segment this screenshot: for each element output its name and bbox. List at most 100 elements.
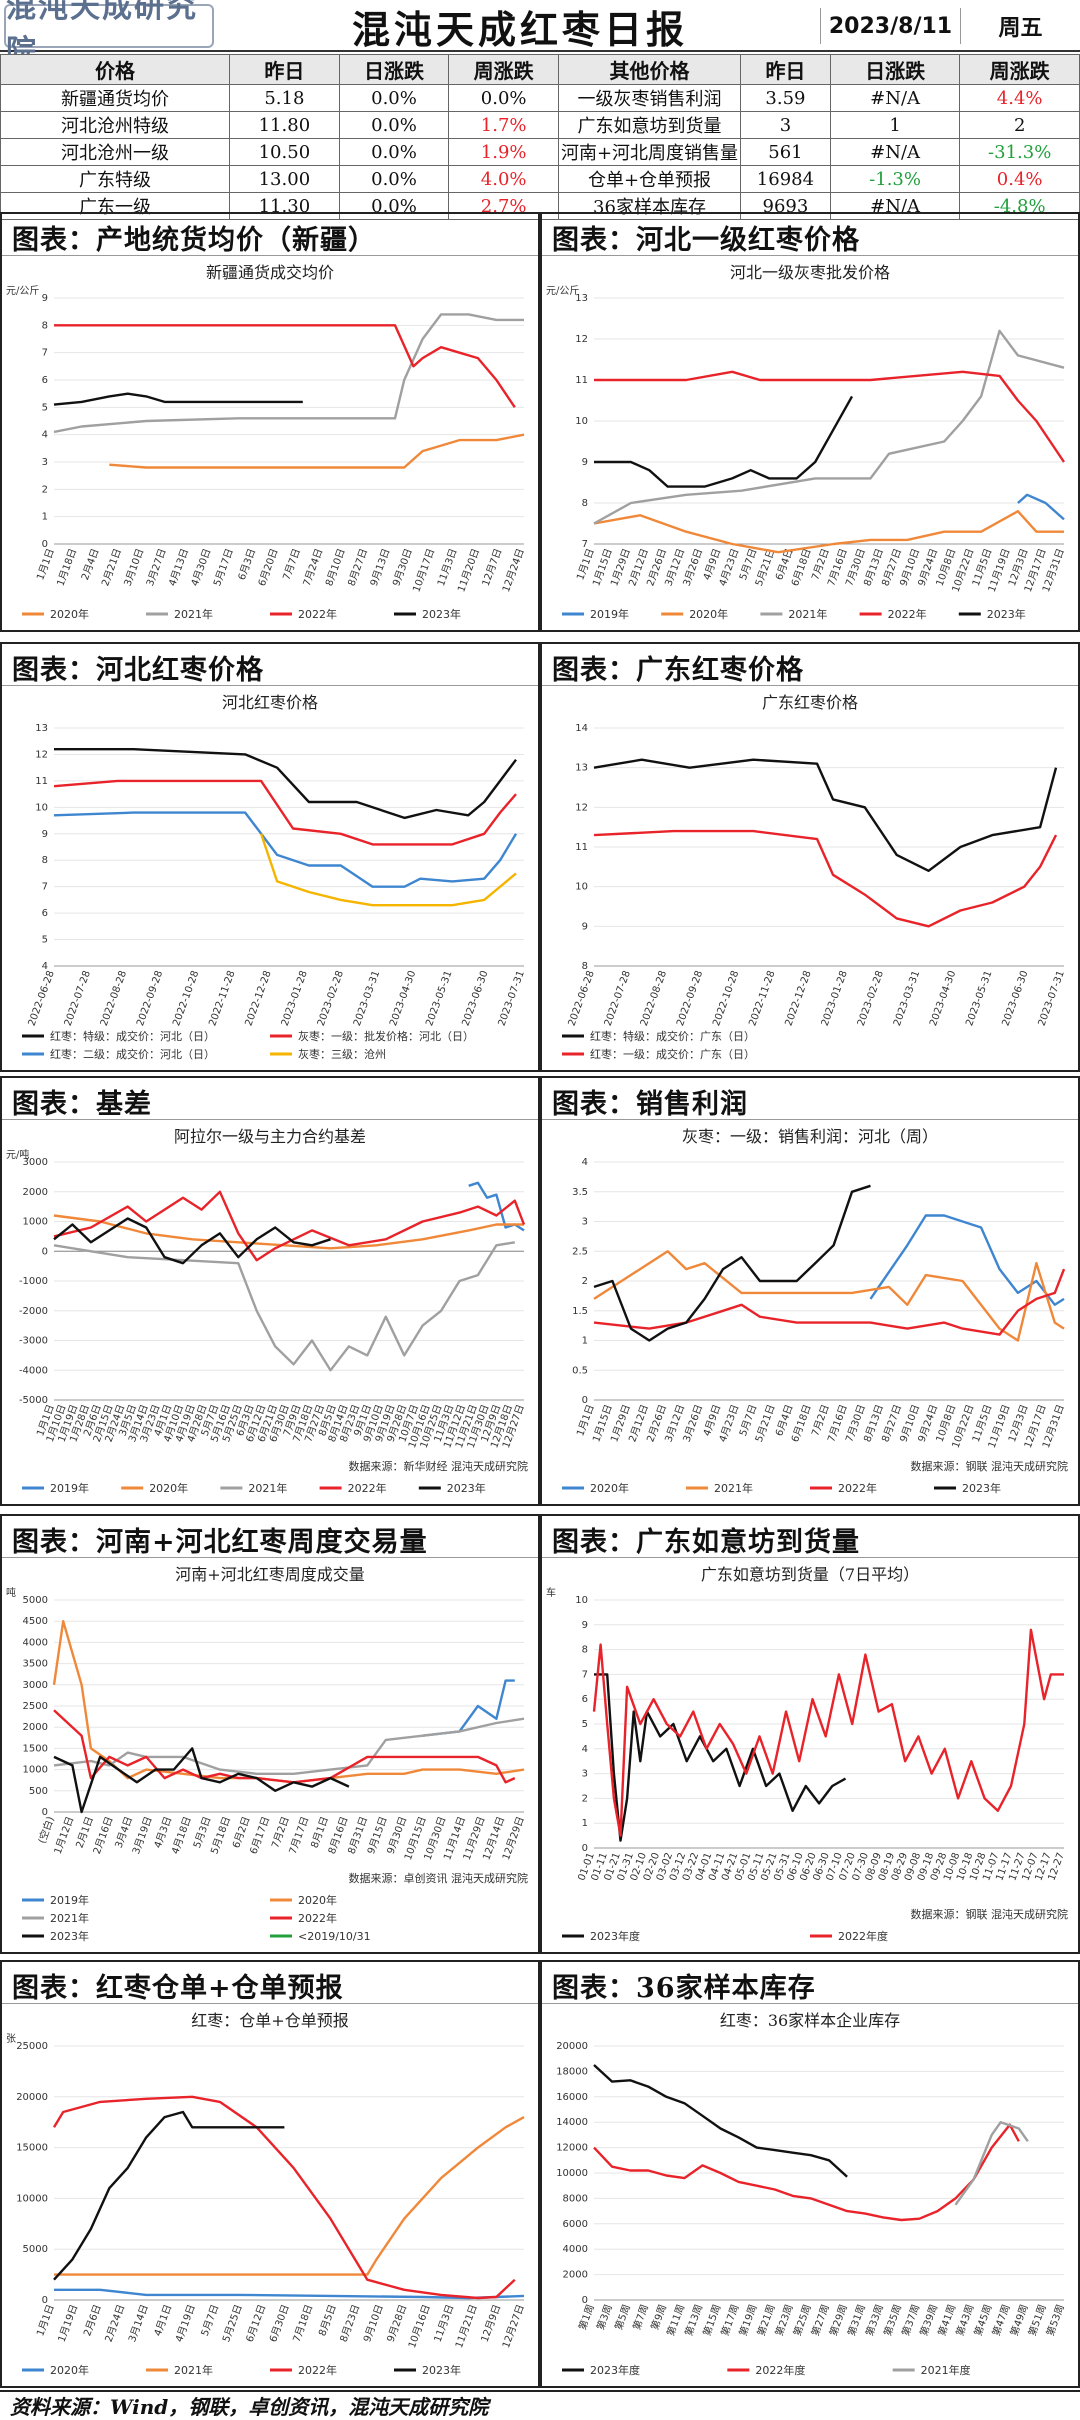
section-title-prefix: 图表： [12, 225, 96, 256]
y-tick-label: 8000 [563, 2193, 588, 2204]
y-tick-label: 2000 [23, 1187, 48, 1198]
x-tick-label: 4月1日 [152, 2303, 174, 2338]
table-cell: #N/A [829, 84, 961, 112]
section-title-text: 广东如意坊到货量 [636, 1527, 860, 1558]
report-title: 混沌天成红枣日报 [351, 6, 688, 52]
series-line [52, 2095, 516, 2300]
y-tick-label: 4500 [23, 1616, 48, 1627]
x-tick-label: 11月21日 [453, 2303, 480, 2350]
y-tick-label: 2500 [23, 1701, 48, 1712]
section-title: 图表：产地统货均价（新疆） [2, 214, 538, 256]
legend-label: 2023年 [447, 1481, 486, 1495]
table-cell: 561 [740, 138, 831, 166]
legend-label: 2021年度 [921, 2363, 971, 2377]
series-line [53, 1214, 524, 1250]
section-title: 图表：广东红枣价格 [542, 644, 1078, 686]
company-logo: 混沌天成研究院 [4, 0, 214, 69]
table-header-cell: 日涨跌 [829, 54, 961, 85]
table-row: 河北沧州一级 10.50 0.0% 1.9% 河南+河北周度销售量 561 #N/A -31.… [0, 138, 1080, 166]
y-tick-label: -2000 [19, 1306, 48, 1317]
chart-title: 河南+河北红枣周度成交量 [175, 1565, 364, 1584]
x-tick-label: 2022-08-28 [639, 969, 669, 1027]
y-tick-label: 20000 [16, 2092, 48, 2103]
legend-label: 灰枣：一级：批发价格：河北（日） [298, 1029, 474, 1043]
x-tick-label: 11月3日 [432, 2303, 457, 2344]
x-tick-label: 12月24日 [500, 547, 527, 594]
x-tick-label: 2023-06-30 [460, 969, 490, 1027]
section-title-text: 广东红枣价格 [636, 655, 804, 686]
section-title-prefix: 图表： [12, 655, 96, 686]
x-tick-label: 1月1日 [34, 547, 56, 582]
series-line [53, 392, 303, 406]
x-tick-label: 2022-11-28 [207, 969, 237, 1027]
series-line [53, 1241, 515, 1372]
y-tick-label: 2 [582, 1276, 588, 1287]
legend-label: 2020年 [590, 1481, 629, 1495]
y-tick-label: 12000 [556, 2143, 588, 2154]
table-cell: 0.4% [959, 165, 1080, 193]
table-header-cell: 周涨跌 [959, 54, 1080, 85]
x-tick-label: 8月1日 [309, 1815, 331, 1850]
y-axis-unit: 车 [546, 1586, 556, 1599]
y-tick-label: 13 [35, 723, 48, 734]
y-tick-label: 0 [582, 2295, 588, 2306]
x-tick-label: 10月17日 [410, 547, 437, 594]
y-tick-label: 3500 [23, 1659, 48, 1670]
legend-label: 2022年 [888, 607, 927, 621]
x-tick-label: 第7周 [630, 2303, 651, 2332]
table-cell: 13.00 [229, 165, 340, 193]
table-row: 广东一级 11.30 0.0% 2.7% 36家样本库存 9693 #N/A -4.8% [0, 192, 1080, 220]
x-tick-label: 2023-04-30 [928, 969, 958, 1027]
section-title-text: 红枣仓单+仓单预报 [96, 1973, 344, 2004]
x-tick-label: 2023-01-28 [820, 969, 850, 1027]
table-cell: 10.50 [229, 138, 340, 166]
table-cell: 1.7% [448, 111, 559, 139]
series-line [54, 324, 516, 408]
legend-label: 2023年度 [590, 2363, 640, 2377]
chart-section-s8: 图表：广东如意坊到货量 广东如意坊到货量（7日平均）车 0 1 2 3 4 5 6 7 8 9 10 01… [540, 1514, 1080, 1954]
y-tick-label: 9 [582, 1620, 588, 1631]
y-tick-label: 1 [582, 1336, 588, 1347]
table-cell: 36家样本库存 [557, 192, 742, 220]
table-cell: 河北沧州特级 [0, 111, 231, 139]
y-tick-label: 20000 [556, 2041, 588, 2052]
y-axis-unit: 元/吨 [6, 1148, 29, 1161]
y-tick-label: 8 [42, 855, 48, 866]
data-source-note: 数据来源：新华财经 混沌天成研究院 [349, 1459, 529, 1473]
series-line [53, 2110, 285, 2281]
y-tick-label: 4 [42, 961, 48, 972]
chart-title: 新疆通货成交均价 [206, 263, 334, 282]
y-tick-label: 1 [582, 1818, 588, 1829]
y-tick-label: 4000 [563, 2244, 588, 2255]
legend-label: 2021年 [174, 607, 213, 621]
y-tick-label: 0 [582, 1395, 588, 1406]
x-tick-label: 第1周 [576, 2303, 597, 2332]
series-line [54, 2116, 525, 2276]
y-tick-label: 5000 [23, 2244, 48, 2255]
y-tick-label: 4000 [23, 1637, 48, 1648]
chart-title: 河北一级灰枣批发价格 [730, 263, 890, 282]
legend-label: 2021年 [174, 2363, 213, 2377]
x-tick-label: 12月27日 [500, 2303, 527, 2350]
x-tick-label: 2022-09-28 [675, 969, 705, 1027]
x-tick-label: 2023-02-28 [856, 969, 886, 1027]
y-tick-label: 14000 [556, 2117, 588, 2128]
y-tick-label: 0 [42, 1246, 48, 1257]
x-tick-label: 7月7日 [281, 547, 303, 582]
x-tick-label: 9月13日 [368, 547, 393, 588]
x-tick-label: 10月16日 [406, 2303, 433, 2350]
series-line [53, 811, 518, 888]
table-cell: 广东特级 [0, 165, 231, 193]
section-title: 图表：红枣仓单+仓单预报 [2, 1962, 538, 2004]
y-tick-label: 10 [35, 802, 48, 813]
y-tick-label: 5 [42, 402, 48, 413]
x-tick-label: 6月3日 [236, 547, 258, 582]
section-title-text: 河北红枣价格 [96, 655, 264, 686]
y-tick-label: 1 [42, 512, 48, 523]
y-tick-label: 9 [582, 921, 588, 932]
table-cell: 11.80 [229, 111, 340, 139]
y-tick-label: 10 [575, 882, 588, 893]
series-line [593, 510, 1064, 554]
x-tick-label: 1月19日 [56, 2303, 81, 2344]
